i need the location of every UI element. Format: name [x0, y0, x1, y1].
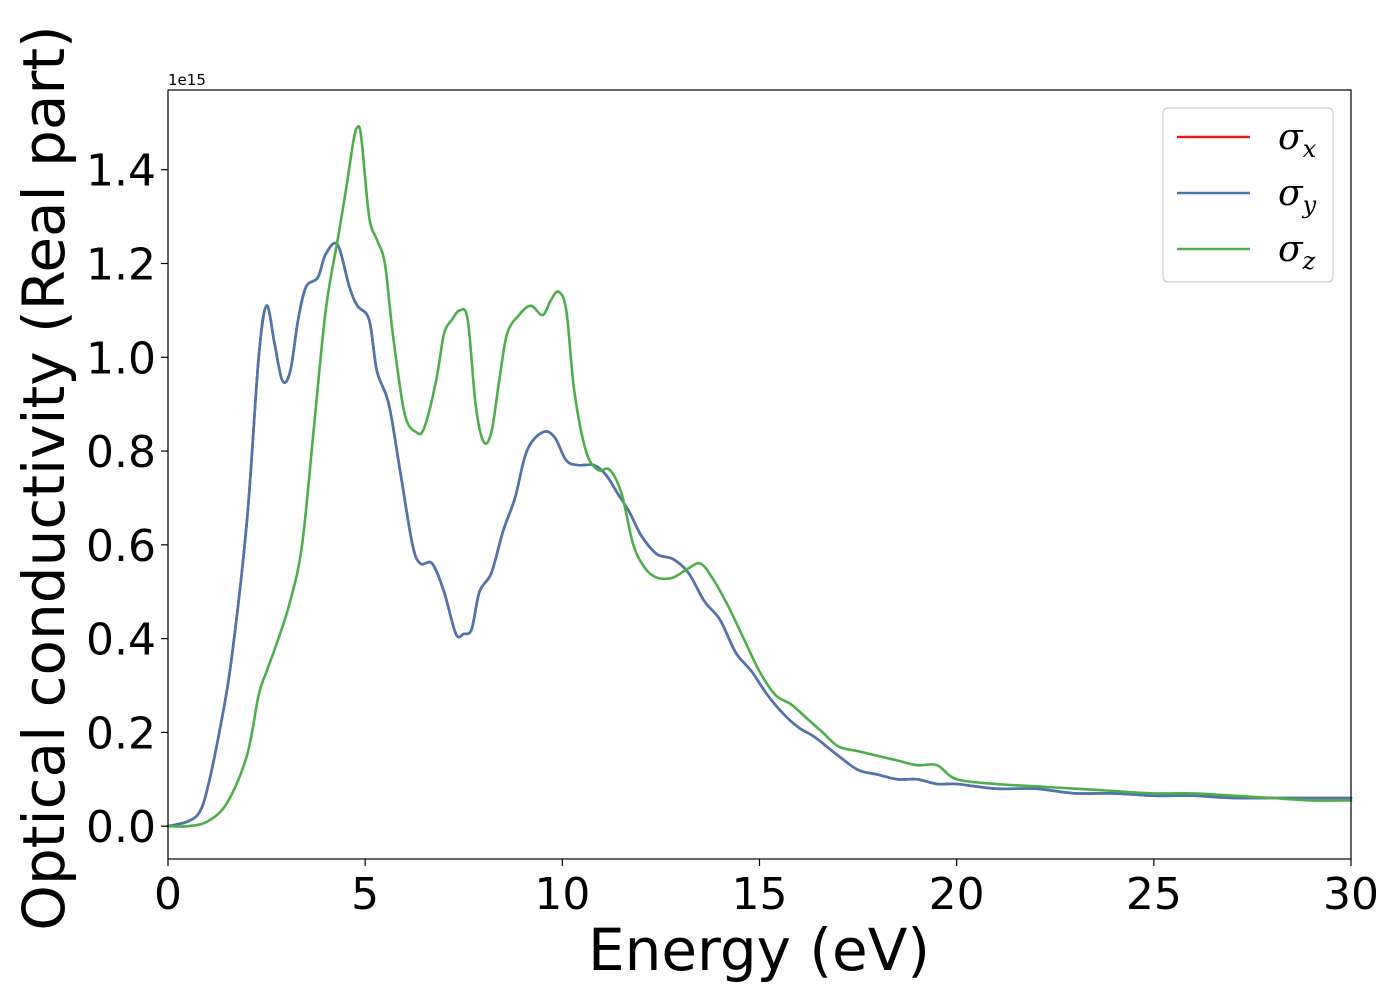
series-layer: [166, 124, 1353, 828]
y-tick-label: 1.4: [86, 146, 156, 197]
y-tick-label: 0.0: [86, 802, 156, 853]
series-line-y: [166, 241, 1353, 828]
y-tick-label: 1.0: [86, 333, 156, 384]
x-axis-title: Energy (eV): [588, 916, 930, 984]
y-axis: 0.0 0.2 0.4 0.6 0.8 1.0 1.2 1.4: [86, 146, 168, 853]
x-tick-label: 15: [732, 869, 788, 920]
legend-frame: [1162, 107, 1334, 283]
y-tick-label: 0.4: [86, 615, 156, 666]
y-tick-label: 0.6: [86, 521, 156, 572]
legend-label-z: σz: [1278, 229, 1316, 275]
legend-label-x: σx: [1278, 117, 1317, 163]
y-axis-title: Optical conductivity (Real part): [10, 25, 78, 930]
y-tick-label: 0.8: [86, 427, 156, 478]
x-tick-label: 10: [534, 869, 590, 920]
y-tick-label: 1.2: [86, 239, 156, 290]
x-tick-label: 0: [154, 869, 182, 920]
x-tick-label: 30: [1323, 869, 1379, 920]
y-tick-label: 0.2: [86, 708, 156, 759]
y-offset-text: 1e15: [168, 71, 206, 89]
legend-label-y: σy: [1278, 173, 1317, 219]
series-line-z: [166, 124, 1353, 828]
x-tick-label: 25: [1126, 869, 1182, 920]
x-tick-label: 20: [929, 869, 985, 920]
x-tick-label: 5: [351, 869, 379, 920]
legend: σx σy σz: [1162, 107, 1334, 283]
x-axis: 0 5 10 15 20 25 30: [154, 859, 1379, 920]
plot-background: [168, 90, 1351, 859]
